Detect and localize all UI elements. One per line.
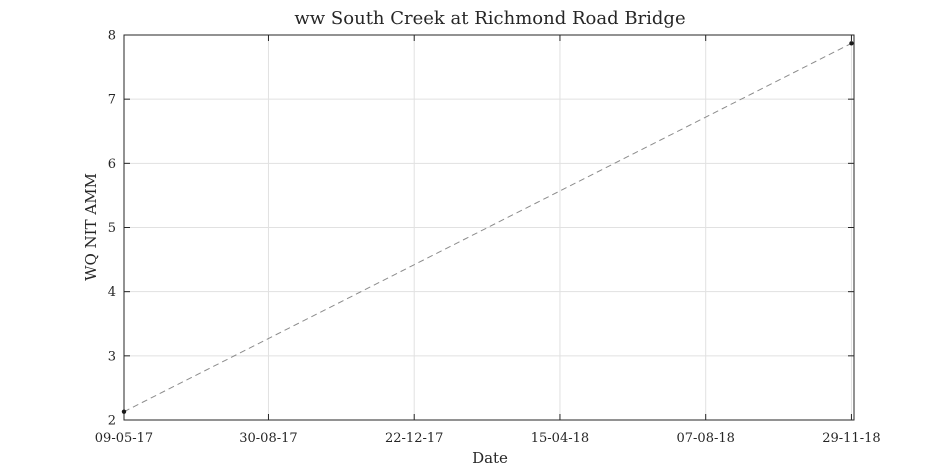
x-tick-labels: 09-05-17 30-08-17 22-12-17 15-04-18 07-08-18… — [95, 431, 881, 446]
grid — [123, 34, 854, 421]
y-tick-label: 2 — [108, 414, 116, 429]
y-axis-label: WQ NIT AMM — [82, 173, 100, 281]
chart-title: ww South Creek at Richmond Road Bridge — [294, 8, 685, 29]
x-tick-label: 30-08-17 — [239, 431, 297, 446]
y-tick-label: 3 — [108, 349, 116, 364]
y-tick-label: 6 — [108, 157, 116, 172]
series-line — [123, 42, 852, 413]
x-axis-label: Date — [472, 449, 508, 467]
data-point — [121, 409, 127, 414]
data-point — [849, 41, 854, 46]
x-tick-label: 29-11-18 — [822, 431, 880, 446]
y-tick-labels: 2 3 4 5 6 7 8 — [108, 29, 116, 429]
x-tick-label: 09-05-17 — [95, 431, 153, 446]
series — [121, 41, 854, 414]
x-tick-label: 22-12-17 — [385, 431, 443, 446]
axis-ticks — [123, 34, 854, 421]
x-tick-label: 07-08-18 — [676, 431, 734, 446]
y-tick-label: 5 — [108, 221, 116, 236]
y-tick-label: 8 — [108, 29, 116, 44]
x-tick-label: 15-04-18 — [531, 431, 589, 446]
y-tick-label: 4 — [108, 285, 116, 300]
y-tick-label: 7 — [108, 93, 116, 108]
